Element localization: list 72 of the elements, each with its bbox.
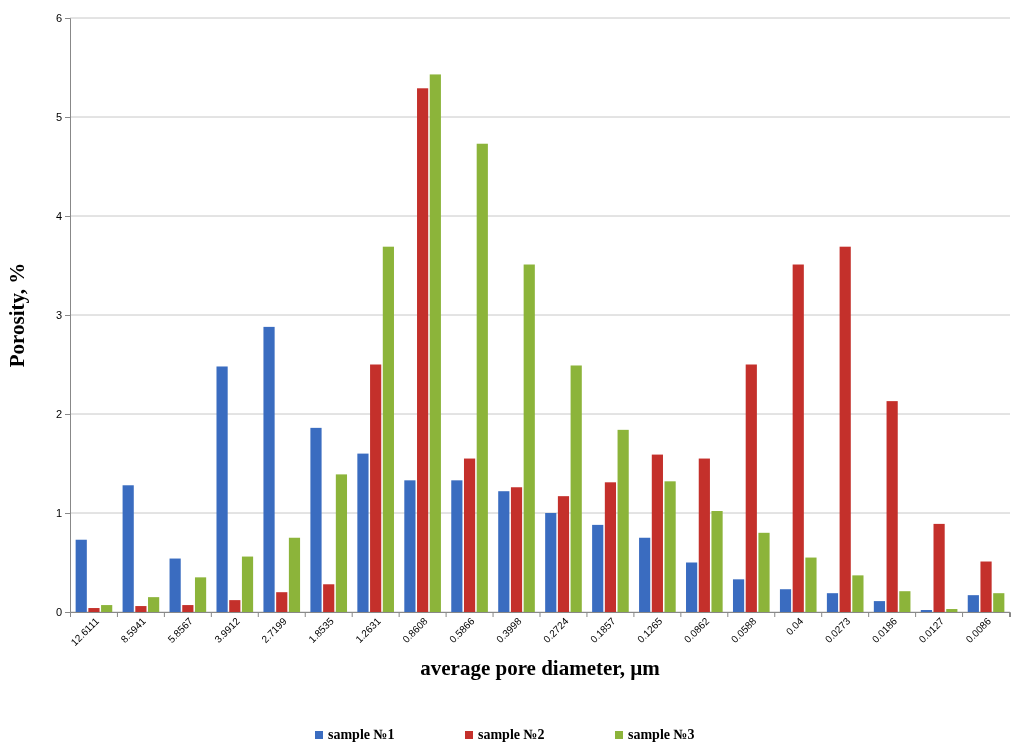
bar xyxy=(463,458,476,612)
bar xyxy=(570,365,582,612)
y-tick-label: 3 xyxy=(55,309,62,322)
bar xyxy=(617,429,629,612)
bar xyxy=(604,482,617,612)
bar xyxy=(476,143,488,612)
bar xyxy=(592,524,604,612)
y-tick-label: 6 xyxy=(55,12,62,25)
y-tick-label: 0 xyxy=(55,606,62,619)
legend-label: sample №1 xyxy=(328,727,395,742)
bar xyxy=(545,513,557,612)
bar xyxy=(451,480,463,612)
bar xyxy=(686,562,698,612)
bar xyxy=(370,364,382,612)
bar xyxy=(382,246,394,612)
bar xyxy=(404,480,416,612)
bar xyxy=(792,264,804,612)
bar xyxy=(698,458,710,612)
bar xyxy=(523,264,535,612)
bar xyxy=(417,88,429,612)
bar xyxy=(993,593,1005,612)
bar xyxy=(276,592,288,612)
bar xyxy=(75,539,87,612)
legend-label: sample №2 xyxy=(478,727,545,742)
bar xyxy=(967,595,979,612)
bar xyxy=(758,532,770,612)
bar xyxy=(805,557,817,612)
bar xyxy=(745,364,757,612)
bar xyxy=(310,427,322,612)
bar xyxy=(288,537,301,612)
bar xyxy=(980,561,992,612)
bar xyxy=(852,575,864,612)
bar xyxy=(88,608,100,612)
bar xyxy=(429,74,441,612)
bar xyxy=(357,453,369,612)
bar xyxy=(557,496,570,612)
bar xyxy=(323,584,335,612)
bar xyxy=(101,605,113,612)
bar xyxy=(651,454,663,612)
bar xyxy=(182,605,194,612)
bar xyxy=(664,481,676,612)
bar xyxy=(779,589,792,612)
y-tick-label: 2 xyxy=(55,408,62,421)
bar xyxy=(933,523,945,612)
bar xyxy=(839,246,851,612)
bar xyxy=(335,474,348,612)
y-axis-title: Porosity, % xyxy=(5,262,29,368)
bar xyxy=(241,556,254,612)
bar xyxy=(826,593,839,612)
bar xyxy=(169,558,181,612)
bar xyxy=(946,609,958,612)
y-tick-label: 5 xyxy=(55,111,62,124)
bar xyxy=(194,577,207,612)
bar xyxy=(899,591,911,612)
y-tick-label: 4 xyxy=(55,210,62,223)
bar xyxy=(135,606,147,612)
bar xyxy=(711,511,723,612)
x-tick-label: 0.04 xyxy=(783,615,806,638)
x-axis-title: average pore diameter, µm xyxy=(420,656,661,680)
y-tick-label: 1 xyxy=(55,507,62,520)
legend-label: sample №3 xyxy=(628,727,695,742)
bar xyxy=(639,537,651,612)
bar xyxy=(510,487,523,612)
bar xyxy=(263,326,275,612)
bar xyxy=(498,491,510,612)
bar xyxy=(122,485,134,612)
bar xyxy=(148,597,160,612)
bar xyxy=(216,366,228,612)
bar xyxy=(732,579,745,612)
bar xyxy=(886,401,898,612)
bar xyxy=(229,600,241,612)
bar xyxy=(873,601,886,612)
